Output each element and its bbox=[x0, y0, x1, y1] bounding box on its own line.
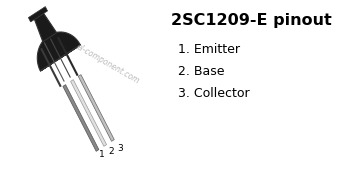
Text: 1. Emitter: 1. Emitter bbox=[178, 43, 240, 56]
Polygon shape bbox=[63, 85, 99, 151]
Polygon shape bbox=[28, 7, 47, 22]
Text: 1: 1 bbox=[99, 150, 104, 159]
Text: 3: 3 bbox=[118, 144, 123, 153]
Text: 2: 2 bbox=[108, 147, 114, 156]
Text: 2. Base: 2. Base bbox=[178, 65, 224, 78]
Polygon shape bbox=[78, 75, 114, 141]
Polygon shape bbox=[37, 32, 80, 71]
Text: el-component.com: el-component.com bbox=[74, 42, 141, 85]
Polygon shape bbox=[35, 13, 57, 42]
Text: 2SC1209-E pinout: 2SC1209-E pinout bbox=[171, 13, 331, 28]
Text: 3. Collector: 3. Collector bbox=[178, 87, 249, 100]
Polygon shape bbox=[70, 80, 106, 146]
